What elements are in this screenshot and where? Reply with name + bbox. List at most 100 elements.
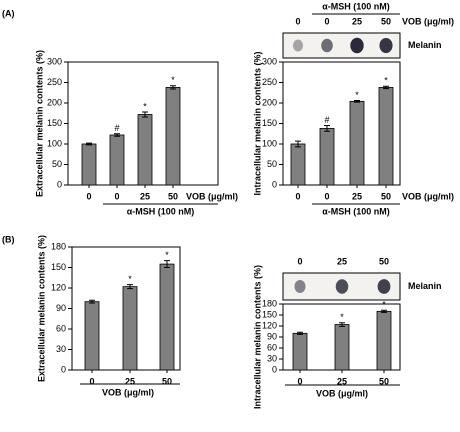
bar (122, 286, 138, 371)
y-tick-label: 90 (267, 331, 277, 341)
panel-label: (B) (2, 234, 15, 244)
bar (319, 128, 335, 186)
y-tick-label: 300 (262, 56, 277, 66)
bar (109, 134, 125, 186)
bar (84, 301, 100, 371)
error-bar (339, 322, 345, 327)
significance-mark: * (355, 90, 359, 100)
y-axis-label: Intracellular melanin contents (%) (252, 265, 262, 409)
y-axis-label: Extracellular melanin contents (%) (36, 235, 46, 382)
error-bar (324, 125, 330, 132)
y-tick-label: 150 (262, 309, 277, 319)
x-tick-label: 50 (381, 191, 391, 201)
y-tick-label: 50 (267, 159, 277, 169)
bar (137, 114, 153, 186)
blot-dot (292, 39, 304, 52)
y-tick-label: 0 (57, 179, 62, 189)
error-bar (142, 111, 148, 118)
y-tick-label: 100 (47, 138, 62, 148)
x-tick-label: 25 (140, 191, 150, 201)
blot-dot (377, 279, 391, 294)
error-bar (89, 299, 95, 304)
error-bar (170, 85, 176, 90)
blot-unit-label: VOB (μg/ml) (402, 16, 454, 26)
blot-dot (335, 279, 349, 294)
error-bar (164, 260, 170, 268)
bar (334, 324, 350, 371)
error-bar (383, 85, 389, 90)
blot-label: Melanin (408, 40, 442, 50)
y-tick-label: 180 (262, 298, 277, 308)
bar (349, 100, 365, 186)
blot-dot (350, 37, 364, 54)
blot-dot (294, 280, 306, 293)
y-tick-label: 150 (47, 118, 62, 128)
y-tick-label: 200 (47, 97, 62, 107)
bar (165, 87, 181, 186)
error-bar (114, 133, 120, 137)
significance-mark: * (143, 101, 147, 111)
significance-mark: * (171, 75, 175, 85)
y-tick-label: 0 (272, 179, 277, 189)
error-bar (127, 284, 133, 290)
x-tick-label: 25 (337, 376, 347, 386)
error-bar (295, 140, 301, 148)
blot-dot (379, 37, 393, 54)
lane-label: 0 (297, 256, 302, 266)
x-tick-label: 0 (86, 191, 91, 201)
x-tick-label: 50 (379, 376, 389, 386)
y-tick-label: 250 (47, 77, 62, 87)
y-tick-label: 100 (262, 138, 277, 148)
x-tick-label: 50 (168, 191, 178, 201)
x-tick-label: 0 (324, 191, 329, 201)
x-tick-label: 25 (352, 191, 362, 201)
x-unit-label: VOB (μg/ml) (186, 191, 238, 201)
y-tick-label: 60 (267, 342, 277, 352)
lane-label: 25 (337, 256, 347, 266)
error-bar (297, 331, 303, 335)
x-unit-label: VOB (μg/ml) (402, 191, 454, 201)
x-tick-label: 50 (162, 376, 172, 386)
blot-label: Melanin (408, 281, 442, 291)
bar (81, 143, 97, 186)
blot-group-label: α-MSH (100 nM) (322, 1, 390, 11)
x-unit-label: VOB (μg/ml) (102, 387, 154, 397)
panel-label: (A) (2, 8, 15, 18)
x-unit-label: VOB (μg/ml) (316, 388, 368, 398)
bar (378, 87, 394, 186)
group-label: α-MSH (100 nM) (127, 206, 195, 216)
significance-mark: * (340, 312, 344, 322)
y-tick-label: 90 (56, 303, 66, 313)
y-tick-label: 0 (61, 364, 66, 374)
y-tick-label: 150 (262, 118, 277, 128)
lane-label: 50 (381, 16, 391, 26)
y-tick-label: 30 (56, 344, 66, 354)
bar (159, 263, 175, 371)
y-axis-label: Intracellular melanin contents (%) (252, 51, 262, 195)
bar (376, 310, 392, 371)
significance-mark: # (114, 123, 119, 133)
y-tick-label: 60 (56, 323, 66, 333)
x-tick-label: 0 (297, 376, 302, 386)
y-tick-label: 0 (272, 364, 277, 374)
bar (292, 332, 308, 371)
y-tick-label: 150 (51, 262, 66, 272)
y-tick-label: 120 (262, 320, 277, 330)
blot-dot (321, 38, 333, 53)
lane-label: 50 (379, 256, 389, 266)
significance-mark: * (384, 76, 388, 86)
y-tick-label: 250 (262, 77, 277, 87)
error-bar (381, 309, 387, 313)
x-tick-label: 0 (295, 191, 300, 201)
x-tick-label: 0 (89, 376, 94, 386)
significance-mark: * (382, 300, 386, 310)
y-tick-label: 50 (52, 159, 62, 169)
bar (290, 143, 306, 186)
significance-mark: * (165, 250, 169, 260)
error-bar (86, 142, 92, 146)
y-tick-label: 200 (262, 97, 277, 107)
error-bar (354, 100, 360, 103)
lane-label: 0 (295, 16, 300, 26)
y-axis-label: Extracellular melanin contents (%) (34, 50, 44, 197)
